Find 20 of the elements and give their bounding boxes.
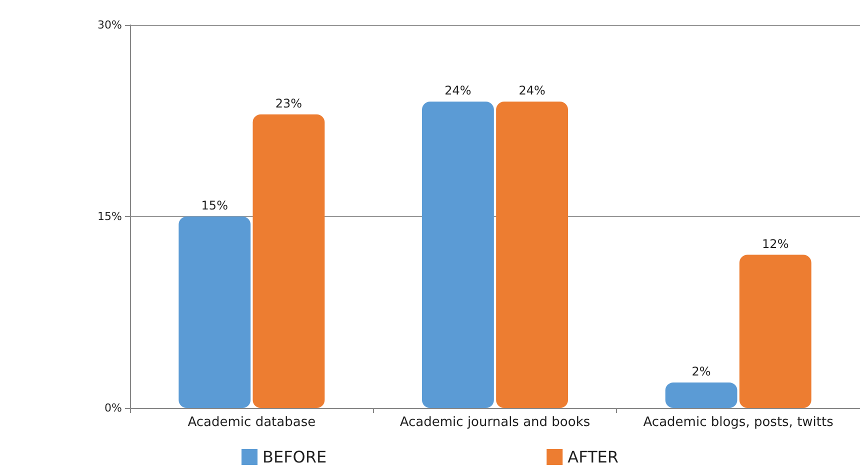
x-tick-label: Academic database xyxy=(188,415,316,430)
x-tick-label: Academic journals and books xyxy=(400,415,590,430)
legend-label: AFTER xyxy=(568,448,618,466)
y-tick-label: 30% xyxy=(98,18,122,32)
data-label: 24% xyxy=(518,84,546,98)
y-tick-label: 15% xyxy=(98,210,122,223)
x-tick-label: Academic blogs, posts, twitts xyxy=(643,415,834,430)
bar xyxy=(739,254,812,408)
y-tick-label: 0% xyxy=(104,402,122,414)
data-label: 24% xyxy=(444,84,472,98)
bar xyxy=(178,216,251,408)
bar xyxy=(496,102,568,408)
bar xyxy=(252,114,325,408)
bar xyxy=(422,102,494,408)
bar xyxy=(665,382,738,408)
legend-label: BEFORE xyxy=(262,448,327,466)
data-label: 12% xyxy=(762,236,789,251)
data-label: 15% xyxy=(201,198,228,212)
data-label: 23% xyxy=(275,96,302,110)
data-label: 2% xyxy=(692,364,711,378)
